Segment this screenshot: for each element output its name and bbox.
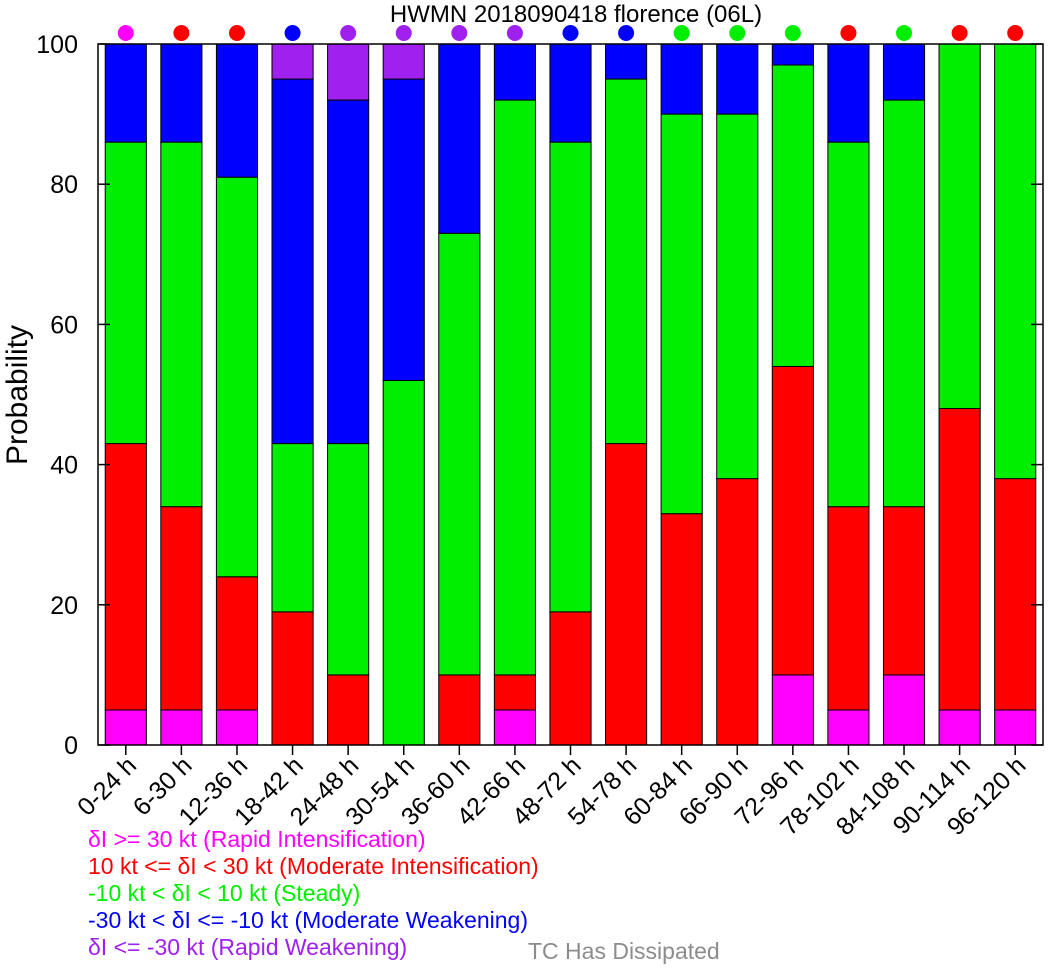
bar-segment-st-5 — [327, 443, 370, 676]
status-marker-9 — [562, 25, 579, 41]
status-marker-17 — [1007, 25, 1024, 41]
bar-segment-st-12 — [716, 113, 759, 480]
status-marker-6 — [395, 25, 412, 41]
bar-segment-st-13 — [771, 64, 814, 367]
bar-segment-st-10 — [605, 78, 648, 445]
bar-segment-mi-8 — [493, 674, 536, 711]
bar-segment-mw-13 — [771, 43, 814, 66]
y-tick-label-40: 40 — [50, 452, 78, 480]
bar-segment-ri-8 — [493, 709, 536, 746]
status-marker-8 — [506, 25, 523, 41]
bar-segment-ri-1 — [104, 709, 147, 746]
legend-item-rapid-intensification: δI >= 30 kt (Rapid Intensification) — [88, 826, 426, 852]
y-tick-label-20: 20 — [50, 592, 78, 620]
bar-segment-st-1 — [104, 141, 147, 445]
bar-segment-mi-15 — [882, 506, 926, 676]
bar-segment-st-9 — [549, 141, 592, 613]
bar-segment-mw-10 — [605, 43, 648, 80]
status-marker-16 — [951, 25, 968, 41]
legend-item-rapid-weakening: δI <= -30 kt (Rapid Weakening) — [88, 934, 408, 960]
bar-segment-mw-4 — [271, 78, 314, 445]
y-axis-label: Probability — [1, 325, 34, 465]
bar-segment-rw-6 — [382, 43, 425, 80]
bar-segment-ri-16 — [938, 709, 981, 746]
y-tick-label-100: 100 — [36, 31, 78, 59]
bar-segment-st-8 — [493, 99, 536, 676]
bar-segment-st-2 — [160, 141, 203, 508]
bar-segment-mw-9 — [549, 43, 592, 143]
bar-segment-mw-12 — [716, 43, 759, 115]
bar-segment-st-16 — [938, 43, 981, 410]
bar-segment-rw-4 — [271, 43, 314, 80]
legend-item-dissipated: TC Has Dissipated — [528, 938, 720, 964]
bar-segment-mw-3 — [215, 43, 259, 178]
status-marker-15 — [896, 25, 913, 41]
bar-segment-mi-9 — [549, 611, 592, 746]
bar-segment-mw-15 — [882, 43, 926, 101]
bar-segment-st-15 — [882, 99, 926, 508]
x-tick-label-1: 0-24 h — [72, 751, 142, 821]
bar-segment-st-7 — [438, 232, 481, 676]
bar-segment-mw-6 — [382, 78, 425, 381]
bar-segment-mi-11 — [660, 513, 703, 746]
status-marker-2 — [173, 25, 190, 41]
bar-segment-mw-1 — [104, 43, 147, 143]
bar-segment-mw-7 — [438, 43, 481, 234]
legend-item-moderate-weakening: -30 kt < δI <= -10 kt (Moderate Weakenin… — [88, 907, 529, 933]
bar-segment-mi-4 — [271, 611, 314, 746]
legend-item-moderate-intensification: 10 kt <= δI < 30 kt (Moderate Intensific… — [88, 853, 539, 879]
bar-segment-ri-2 — [160, 709, 203, 746]
status-marker-12 — [729, 25, 746, 41]
bar-segment-mi-17 — [994, 478, 1037, 711]
bar-segment-mi-14 — [827, 506, 870, 711]
bar-segment-mi-13 — [771, 365, 814, 676]
bar-segment-mi-7 — [438, 674, 481, 746]
chart-title: HWMN 2018090418 florence (06L) — [390, 1, 762, 28]
bar-segment-mw-2 — [160, 43, 203, 143]
bar-segment-ri-17 — [994, 709, 1037, 746]
bar-segment-st-3 — [215, 176, 259, 578]
y-tick-label-80: 80 — [50, 171, 78, 199]
bars-group — [104, 43, 1037, 746]
bar-segment-mi-1 — [104, 443, 147, 711]
bar-segment-ri-15 — [882, 674, 926, 746]
status-marker-5 — [340, 25, 357, 41]
y-tick-label-60: 60 — [50, 311, 78, 339]
status-marker-4 — [284, 25, 301, 41]
bar-segment-mw-5 — [327, 99, 370, 445]
status-markers — [117, 25, 1024, 41]
bar-segment-st-6 — [382, 379, 425, 746]
legend: δI >= 30 kt (Rapid Intensification) 10 k… — [88, 826, 539, 961]
bar-segment-mi-5 — [327, 674, 370, 746]
status-marker-10 — [618, 25, 635, 41]
bar-segment-st-17 — [994, 43, 1037, 480]
bar-segment-ri-13 — [771, 674, 814, 746]
bar-segment-mi-2 — [160, 506, 203, 711]
bar-segment-mi-12 — [716, 478, 759, 746]
status-marker-7 — [451, 25, 468, 41]
bar-segment-st-11 — [660, 113, 703, 515]
bar-segment-mi-10 — [605, 443, 648, 746]
bar-segment-mw-11 — [660, 43, 703, 115]
status-marker-13 — [784, 25, 801, 41]
status-marker-3 — [228, 25, 245, 41]
bar-segment-mw-8 — [493, 43, 536, 101]
bar-segment-rw-5 — [327, 43, 370, 101]
status-marker-11 — [673, 25, 690, 41]
bar-segment-st-4 — [271, 443, 314, 613]
y-tick-label-0: 0 — [64, 732, 78, 760]
bar-segment-mi-16 — [938, 408, 981, 711]
bar-segment-mi-3 — [215, 576, 259, 711]
bar-segment-st-14 — [827, 141, 870, 508]
status-marker-14 — [840, 25, 857, 41]
bar-segment-ri-3 — [215, 709, 259, 746]
status-marker-1 — [117, 25, 134, 41]
bar-segment-ri-14 — [827, 709, 870, 746]
legend-item-steady: -10 kt < δI < 10 kt (Steady) — [88, 880, 361, 906]
bar-segment-mw-14 — [827, 43, 870, 143]
